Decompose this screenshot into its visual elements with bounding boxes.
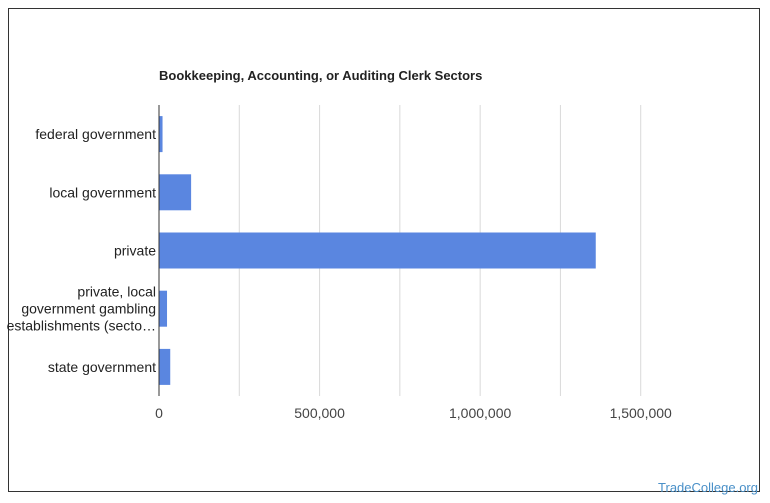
watermark[interactable]: TradeCollege.org xyxy=(658,480,758,495)
category-label: federal government xyxy=(35,126,156,142)
category-label: private xyxy=(114,243,156,259)
x-tick-label: 500,000 xyxy=(294,405,345,421)
category-label: local government xyxy=(49,184,156,200)
category-label: private, local government gambling establi… xyxy=(7,284,156,334)
x-tick-label: 0 xyxy=(155,405,163,421)
bar xyxy=(159,290,168,327)
bar xyxy=(159,174,192,211)
bar xyxy=(159,348,171,385)
chart-title: Bookkeeping, Accounting, or Auditing Cle… xyxy=(159,68,482,83)
x-tick-label: 1,000,000 xyxy=(449,405,511,421)
category-label: state government xyxy=(48,359,156,375)
x-tick-label: 1,500,000 xyxy=(610,405,672,421)
bar xyxy=(159,116,163,153)
bar xyxy=(159,232,596,269)
